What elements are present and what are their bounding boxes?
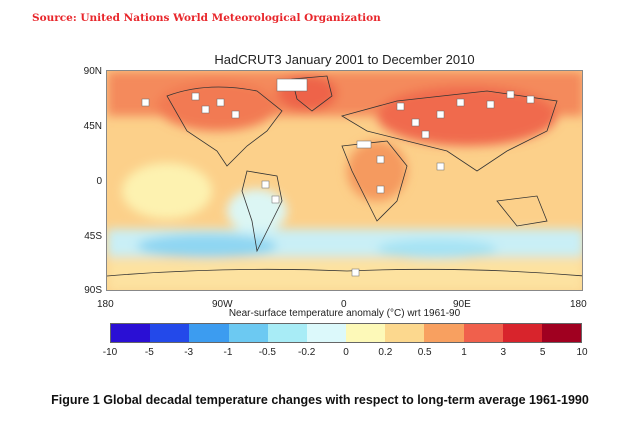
- colorbar-tick-label: -10: [102, 347, 118, 358]
- map-title: HadCRUT3 January 2001 to December 2010: [214, 52, 475, 67]
- colorbar-tick-label: -5: [144, 347, 154, 358]
- colorbar-swatch: [306, 324, 347, 342]
- lat-label: 45S: [84, 231, 102, 242]
- antarctic-band: [107, 259, 582, 290]
- pacific-cool: [122, 163, 212, 219]
- colorbar-tick-label: 5: [539, 347, 546, 358]
- temperature-anomaly-map: [106, 70, 583, 291]
- colorbar-title: Near-surface temperature anomaly (°C) wr…: [228, 308, 461, 319]
- colorbar-swatch: [541, 324, 582, 342]
- colorbar-swatch: [424, 324, 464, 342]
- colorbar-tick-label: -3: [184, 347, 194, 358]
- colorbar-tick-label: 0.5: [417, 347, 432, 358]
- colorbar-swatch: [385, 324, 425, 342]
- lon-label: 0: [341, 299, 347, 310]
- southern-ocean-cold: [137, 234, 277, 258]
- colorbar-swatch: [150, 324, 190, 342]
- colorbar-swatch: [267, 324, 307, 342]
- colorbar-tick-label: -0.5: [258, 347, 276, 358]
- colorbar-swatch: [346, 324, 386, 342]
- colorbar-tick-label: -1: [223, 347, 233, 358]
- colorbar-swatch: [228, 324, 268, 342]
- lon-label: 90E: [453, 299, 471, 310]
- lat-label: 90N: [83, 66, 102, 77]
- colorbar-swatch: [502, 324, 542, 342]
- lon-label: 180: [570, 299, 587, 310]
- colorbar-tick-label: -0.2: [298, 347, 316, 358]
- africa-warm: [347, 141, 407, 201]
- colorbar-swatch: [111, 324, 151, 342]
- colorbar-tick-label: 10: [576, 347, 588, 358]
- colorbar-tick-label: 3: [500, 347, 507, 358]
- lat-label: 90S: [84, 285, 102, 296]
- colorbar-swatch: [189, 324, 229, 342]
- southern-ocean-cold-2: [377, 239, 497, 259]
- source-note: Source: United Nations World Meteorologi…: [32, 12, 381, 24]
- east-pacific-cool: [227, 189, 287, 233]
- colorbar-tick-label: 1: [461, 347, 467, 358]
- colorbar-swatch: [463, 324, 503, 342]
- lat-label: 0: [96, 176, 102, 187]
- coastlines: [107, 75, 582, 277]
- colorbar-tick-label: 0: [343, 347, 349, 358]
- figure-caption: Figure 1 Global decadal temperature chan…: [51, 393, 589, 407]
- lon-label: 180: [97, 299, 114, 310]
- lat-label: 45N: [83, 121, 102, 132]
- lon-label: 90W: [212, 299, 233, 310]
- colorbar-tick-label: 0.2: [378, 347, 393, 358]
- eurasia-warm: [377, 86, 557, 146]
- colorbar: [110, 323, 582, 343]
- missing-data-cells: [141, 78, 535, 277]
